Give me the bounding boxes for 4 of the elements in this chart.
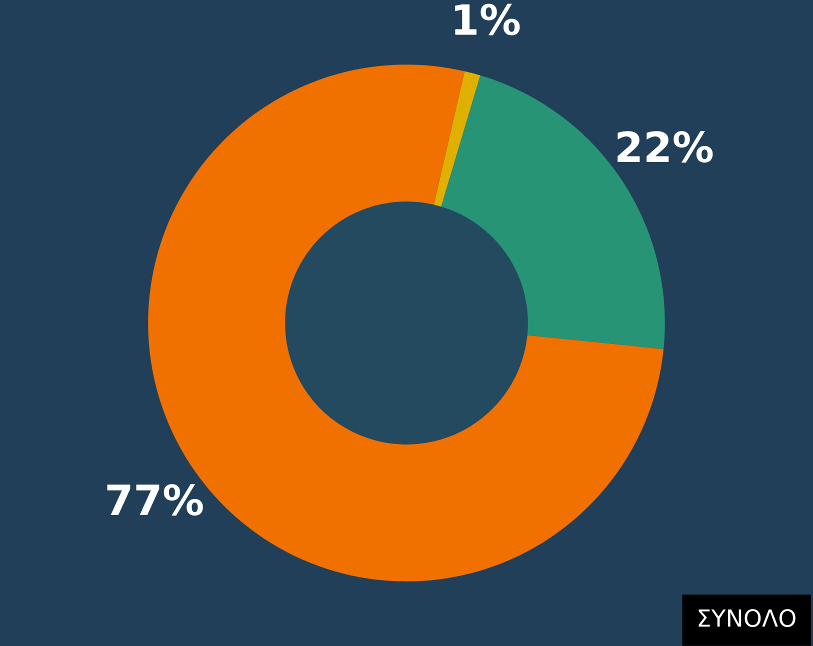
text: ΣΥΝΟΛΟ (698, 609, 796, 628)
data-label: 1% (455, 4, 520, 36)
data-label: 77% (107, 484, 203, 516)
data-label: 22% (618, 131, 713, 163)
